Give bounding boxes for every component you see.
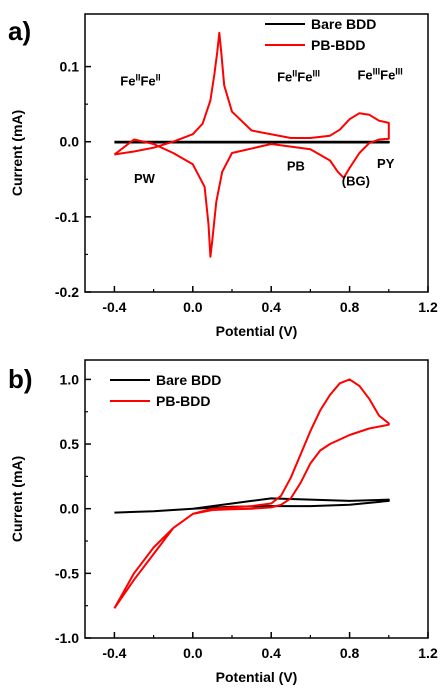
y-tick-label: -0.5	[55, 565, 79, 581]
annotation-label: PB	[287, 158, 305, 173]
y-tick-label: -0.1	[55, 209, 79, 225]
x-tick-label: -0.4	[102, 299, 126, 315]
x-axis-title: Potential (V)	[216, 669, 298, 685]
x-tick-label: 0.8	[340, 645, 360, 661]
panel-label: b)	[8, 364, 33, 394]
x-tick-label: 0.0	[183, 645, 203, 661]
y-tick-label: 0.0	[60, 134, 80, 150]
annotation-label: FeIIIFeIII	[357, 66, 402, 82]
y-tick-label: 0.1	[60, 59, 80, 75]
x-tick-label: 1.2	[418, 299, 438, 315]
plot-frame	[84, 13, 429, 293]
legend-label: Bare BDD	[311, 16, 376, 32]
chart-panel-2: b) -0.4 0.0 0.4 0.8 1.2 -1.0 -0.5 0.0 0.5 1.0 Poten…	[8, 359, 438, 685]
y-tick-label: -0.2	[55, 284, 79, 300]
panel-label: a)	[8, 16, 31, 46]
annotation-label: FeIIFeIII	[277, 69, 320, 85]
plot-frame	[84, 359, 429, 639]
x-tick-label: 0.0	[183, 299, 203, 315]
series-line-bare-bdd	[114, 140, 390, 144]
y-tick-label: -1.0	[55, 630, 79, 646]
y-tick-label: 0.0	[60, 501, 80, 517]
x-tick-label: -0.4	[102, 645, 126, 661]
y-axis-title: Current (mA)	[9, 456, 25, 542]
x-tick-label: 0.4	[261, 299, 281, 315]
legend-label: PB-BDD	[156, 393, 210, 409]
x-axis-title: Potential (V)	[216, 323, 298, 339]
y-axis-title: Current (mA)	[9, 110, 25, 196]
legend-label: Bare BDD	[156, 372, 221, 388]
legend-label: PB-BDD	[311, 37, 365, 53]
y-tick-label: 0.5	[60, 436, 80, 452]
series-line-pb-bdd	[113, 378, 390, 609]
x-tick-label: 0.8	[340, 299, 360, 315]
annotation-label: PY	[377, 156, 395, 171]
annotation-label: FeIIFeII	[120, 72, 160, 88]
series-line-pb-bdd	[113, 31, 390, 258]
y-tick-label: 1.0	[60, 371, 80, 387]
chart-panel-1: a) -0.4 0.0 0.4 0.8 1.2 -0.2 -0.1 0.0 0.1 Potentia…	[8, 13, 438, 339]
annotation-label: (BG)	[342, 173, 370, 188]
annotation-label: PW	[134, 171, 156, 186]
x-tick-label: 1.2	[418, 645, 438, 661]
x-tick-label: 0.4	[261, 645, 281, 661]
